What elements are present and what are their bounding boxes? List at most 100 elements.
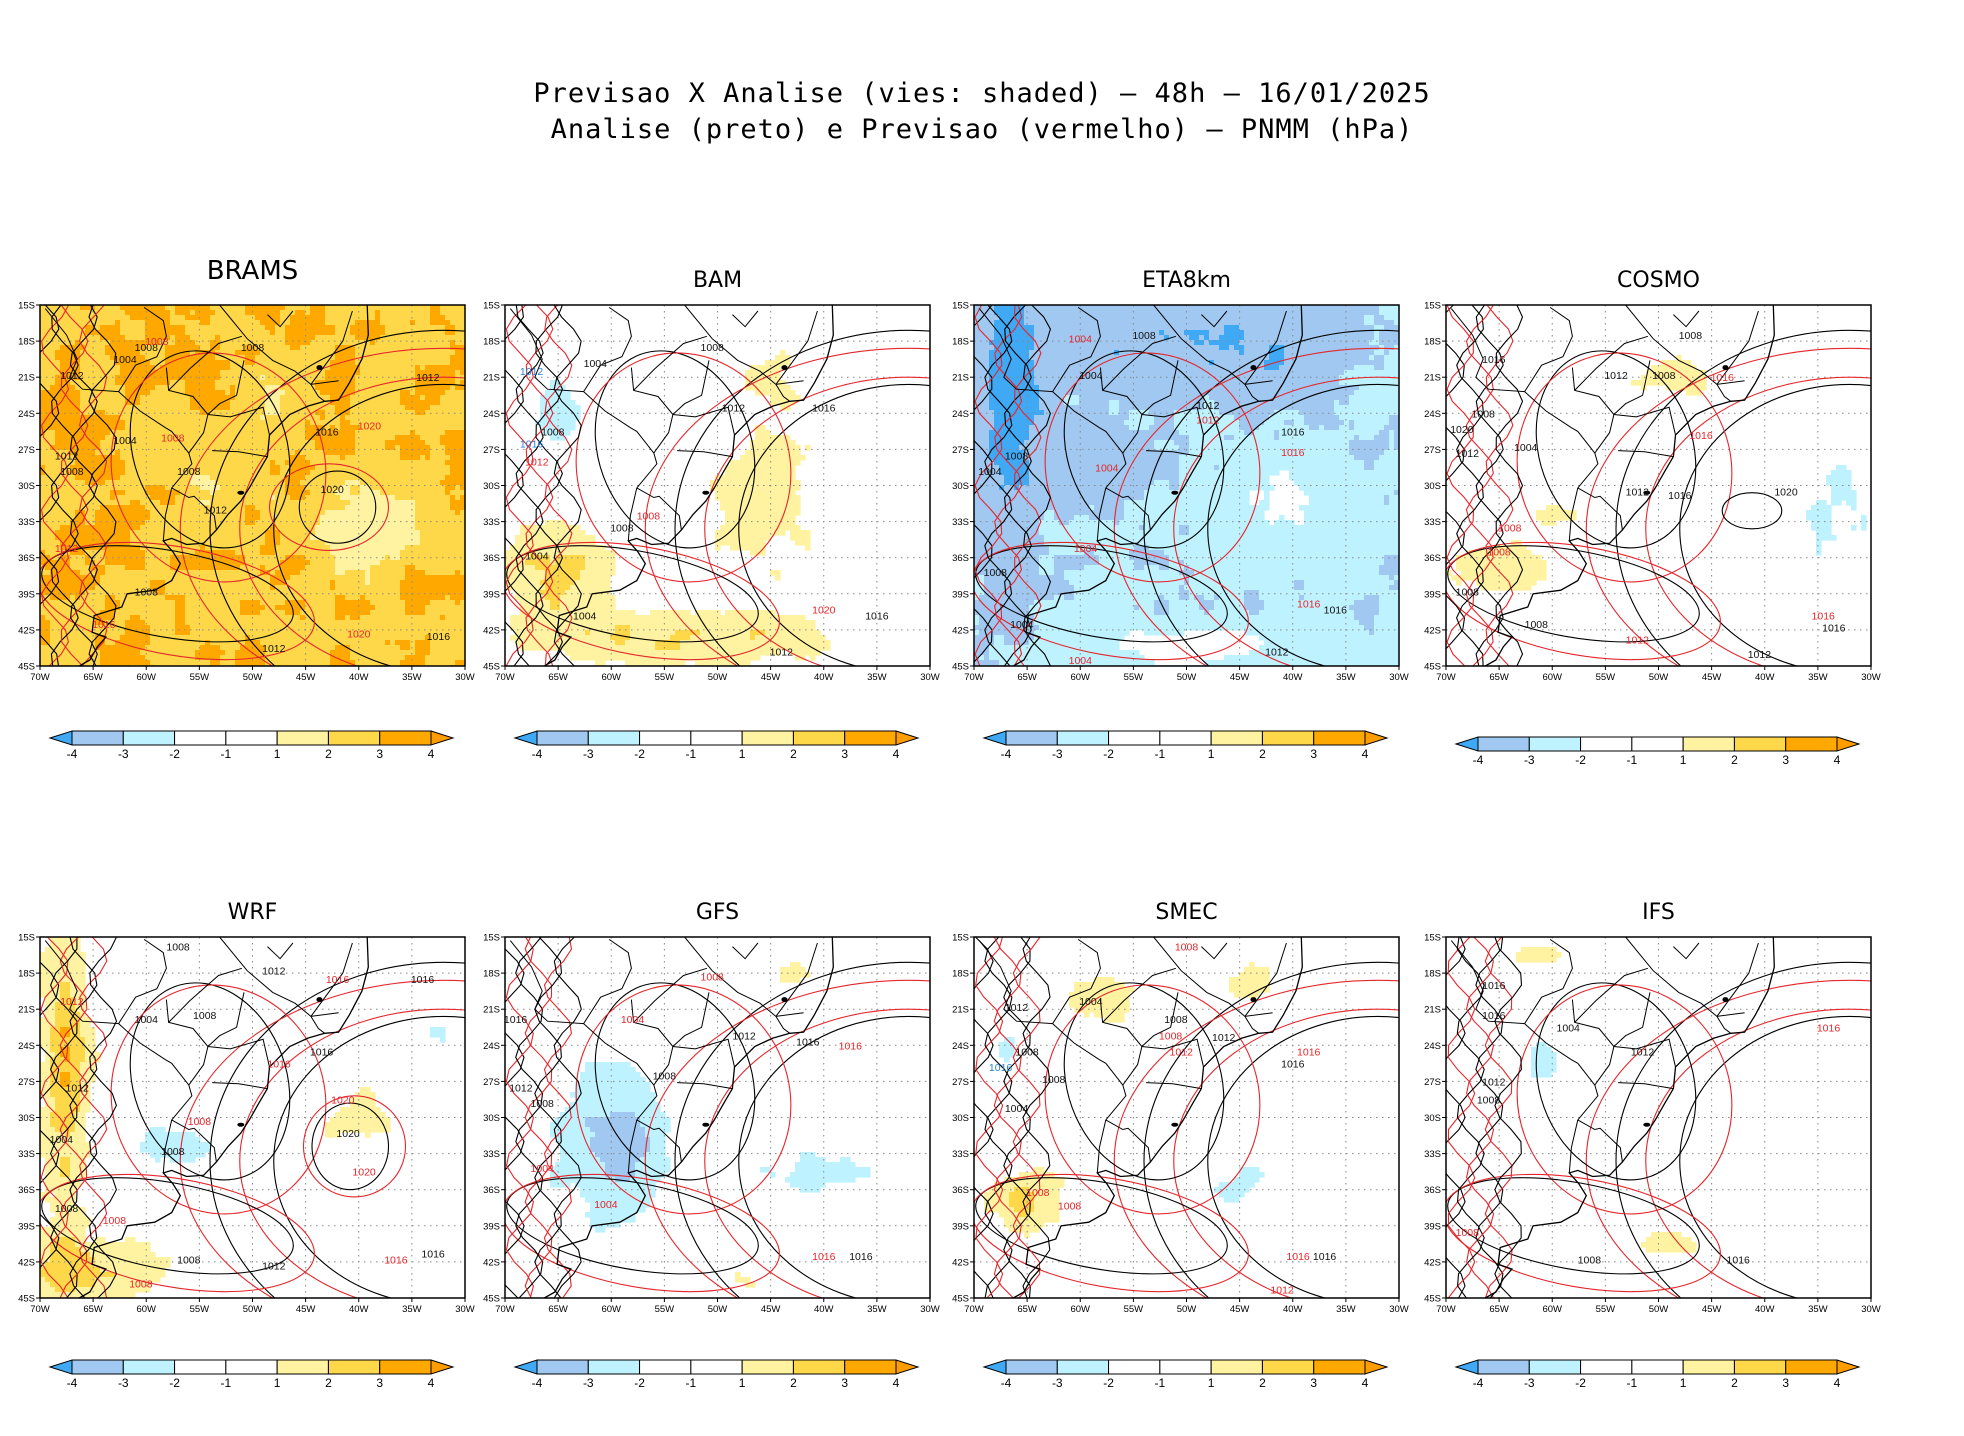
contour-label: 1020 [352,1167,376,1179]
colorbar-bin [71,730,124,746]
colorbar-label: -1 [686,747,697,761]
grid-lines [1446,305,1871,666]
contour-label: 1016 [1711,372,1735,384]
y-tick-label: 33S [952,517,969,528]
colorbar-label: 3 [841,1376,848,1390]
contour-label: 1008 [103,1215,127,1227]
contour-label: 1004 [1069,655,1093,667]
colorbar-label: -1 [1155,1376,1166,1390]
contour-label: 1008 [1487,547,1511,559]
colorbar-label: -4 [67,1376,78,1390]
y-tick-label: 39S [952,589,969,600]
contour-label: 1004 [1069,334,1093,346]
contour-label: 1004 [584,358,608,370]
contour-label: 1016 [310,1046,334,1058]
contour-label: 1004 [525,550,549,562]
colorbar-label: 3 [376,1376,383,1390]
x-tick-label: 65W [1489,1304,1509,1315]
figure-title: Previsao X Analise (vies: shaded) – 48h … [0,76,1964,148]
grid-lines [505,305,930,666]
bias-shading [1516,947,1697,1253]
colorbar-bin [1159,730,1212,746]
contour-label: 1016 [1297,598,1321,610]
lagoon-mark [781,997,788,1003]
colorbar-bin [639,1359,692,1375]
colorbar-label: 1 [1208,1376,1215,1390]
panel-title: IFS [1642,900,1675,925]
contour-label: 1016 [865,611,889,623]
colorbar-bin [690,730,743,746]
y-tick-label: 18S [1424,337,1441,348]
figure-title-line-1: Previsao X Analise (vies: shaded) – 48h … [533,78,1431,109]
contour-label: 1008 [1042,1074,1066,1086]
grid-lines [40,937,465,1298]
colorbar-bin [174,1359,227,1375]
x-tick-label: 35W [867,672,887,683]
contour-label: 1008 [161,1146,185,1158]
colorbar: -4 -3 -2 -1 1 2 3 4 [1454,1359,1861,1390]
y-tick-label: 42S [952,625,969,636]
colorbar-bin [1159,1359,1212,1375]
colorbar-bin [225,1359,278,1375]
y-tick-label: 33S [18,517,35,528]
colorbar-bin [122,730,176,746]
y-tick-label: 15S [1424,301,1441,312]
y-tick-label: 24S [1424,1041,1441,1052]
lagoon-mark [1171,490,1179,495]
colorbar-bin [1682,736,1735,752]
y-tick-label: 30S [483,1113,500,1124]
colorbar: -4 -3 -2 -1 1 2 3 4 [48,1359,455,1390]
colorbar-bin [1056,1359,1110,1375]
y-tick-label: 27S [1424,445,1441,456]
y-tick-label: 36S [18,1185,35,1196]
x-tick-label: 50W [1649,1304,1669,1315]
y-tick-label: 21S [483,1005,500,1016]
contour-labels: 1008 1016 1004 1012 1016 1016 1012 1008 1008 1004… [505,972,873,1263]
x-tick-label: 65W [548,672,568,683]
colorbar-label: 1 [274,747,281,761]
contour-label: 1008 [55,1203,79,1215]
y-tick-label: 18S [1424,969,1441,980]
contour-label: 1016 [796,1037,820,1049]
x-tick-label: 35W [867,1304,887,1315]
colorbar-bin [1261,730,1315,746]
colorbar-label: 2 [1259,747,1266,761]
country-borders [44,305,353,541]
y-tick-label: 24S [18,1041,35,1052]
colorbar-bin [792,1359,846,1375]
colorbar-bin [1005,1359,1058,1375]
x-tick-label: 35W [1808,672,1828,683]
contour-label: 1012 [262,1261,286,1273]
contour-label: 1012 [55,450,79,462]
colorbar-max-arrow [1836,736,1861,752]
contour-label: 1016 [1822,623,1846,635]
colorbar-bin [379,730,432,746]
contour-label: 1016 [849,1251,873,1263]
x-tick-label: 45W [761,1304,781,1315]
contour-label: 1012 [416,372,440,384]
y-tick-label: 45S [18,662,35,673]
y-tick-label: 36S [18,553,35,564]
contour-label: 1016 [989,1062,1013,1074]
colorbar: -4 -3 -2 -1 1 2 3 4 [513,1359,920,1390]
x-tick-label: 50W [1177,1304,1197,1315]
x-tick-label: 35W [402,672,422,683]
panel-title: COSMO [1617,268,1700,293]
contour-label: 1012 [1265,647,1289,659]
contour-label: 1012 [722,402,746,414]
y-tick-label: 15S [952,301,969,312]
contour-label: 1004 [573,611,597,623]
contour-label: 1016 [411,974,435,986]
country-borders [509,305,818,541]
y-tick-label: 45S [1424,1294,1441,1305]
colorbar-label: 3 [1310,1376,1317,1390]
pressure-contours [1446,305,1871,666]
contour-label: 1012 [55,543,79,555]
x-tick-label: 65W [1017,1304,1037,1315]
y-tick-label: 45S [483,1294,500,1305]
x-tick-label: 35W [1336,672,1356,683]
